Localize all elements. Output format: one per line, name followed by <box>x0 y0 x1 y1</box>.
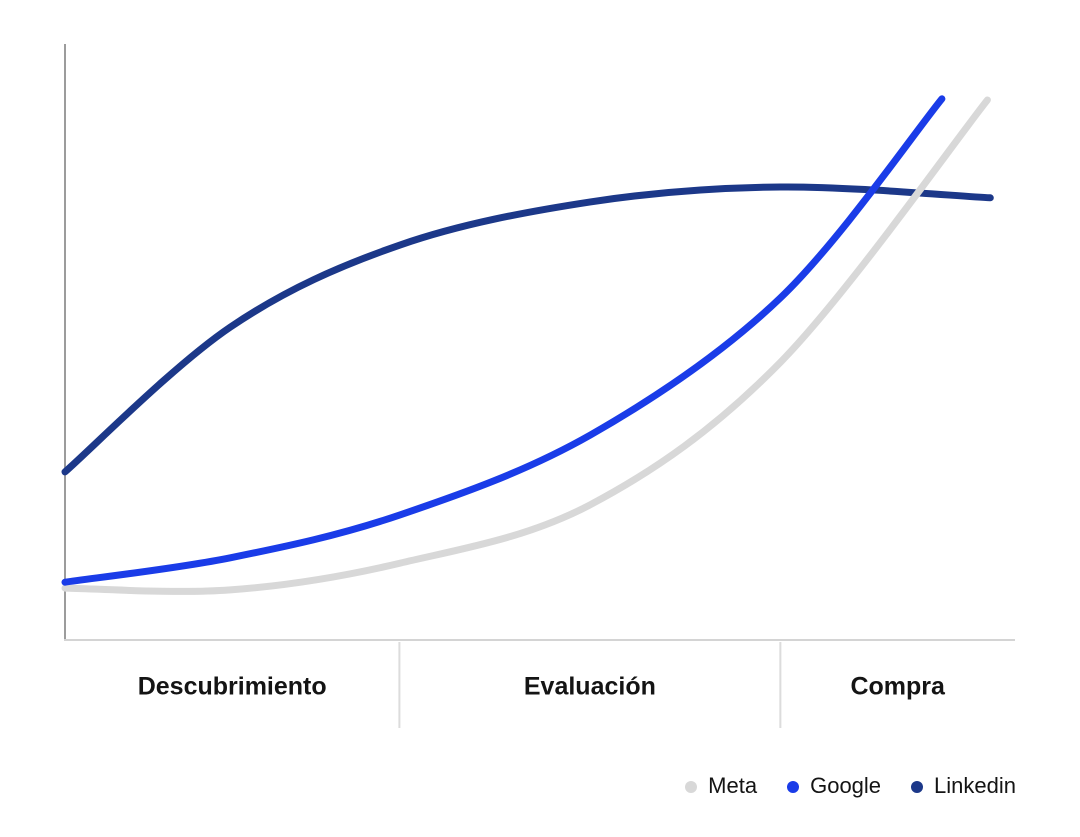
legend-dot-google-icon <box>787 781 800 793</box>
legend-item-meta[interactable]: Meta <box>685 773 758 800</box>
legend-label-meta: Meta <box>708 773 758 798</box>
legend-item-linkedin[interactable]: Linkedin <box>911 773 1016 800</box>
legend: Meta Google Linkedin <box>685 773 1016 800</box>
legend-label-google: Google <box>810 773 882 798</box>
phase-label-evaluacion: Evaluación <box>523 672 656 701</box>
phase-label-compra: Compra <box>850 672 945 701</box>
legend-label-linkedin: Linkedin <box>934 773 1016 798</box>
legend-dot-linkedin-icon <box>911 781 924 793</box>
series-line-meta <box>61 96 991 595</box>
legend-dot-meta-icon <box>685 781 698 793</box>
series-line-google <box>61 95 946 586</box>
series-line-linkedin <box>61 183 994 476</box>
phase-label-descubrimiento: Descubrimiento <box>137 672 327 701</box>
legend-item-google[interactable]: Google <box>787 773 882 800</box>
